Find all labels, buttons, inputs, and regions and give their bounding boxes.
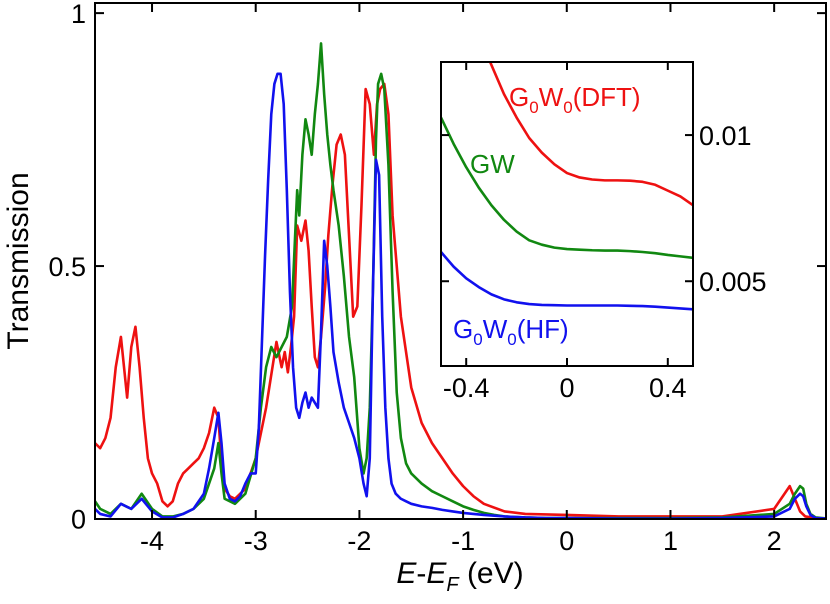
inset-series-gw [441, 116, 693, 260]
x-label-e: E [396, 557, 417, 590]
legend-gw: GW [470, 149, 515, 179]
y-tick-label: 0.5 [48, 252, 86, 282]
legend-g0w0-dft: G0W0(DFT) [509, 82, 641, 117]
x-tick-label: 2 [767, 526, 782, 556]
main-series-group [95, 42, 826, 519]
inset-series-group [441, 62, 693, 311]
legend-g0w0-hf: G0W0(HF) [453, 314, 569, 349]
x-label-ef: E [426, 557, 447, 590]
x-tick-label: -4 [140, 526, 164, 556]
series-g0w0-dft [95, 82, 826, 519]
y-tick-label: 1 [71, 0, 86, 29]
x-tick-label: 1 [663, 526, 678, 556]
inset-series-g0w0-dft [488, 62, 693, 207]
inset-axes: -0.4 0 0.4 0.005 0.01 [440, 61, 767, 403]
x-tick-label: -1 [451, 526, 475, 556]
inset-x-tick-label: 0.4 [649, 373, 687, 403]
inset-legend: G0W0(DFT) GW G0W0(HF) [453, 82, 641, 349]
inset-y-tick-label: 0.01 [699, 121, 752, 151]
plot-frame [94, 2, 827, 520]
inset-x-tick-label: 0 [559, 373, 574, 403]
x-label-dash: - [416, 557, 426, 590]
inset-x-tick-label: -0.4 [443, 373, 490, 403]
y-tick-label: 0 [71, 505, 86, 535]
x-tick-label: 0 [559, 526, 574, 556]
inset-series-g0w0-hf [441, 250, 693, 311]
x-tick-label: -3 [244, 526, 268, 556]
inset-background [441, 62, 693, 366]
main-axes: -4 -3 -2 -1 0 1 2 0 0.5 1 [48, 0, 827, 556]
x-axis-label: E-EF (eV) [396, 557, 523, 596]
y-axis-label: Transmission [2, 172, 35, 349]
x-label-sub-f: F [446, 574, 460, 596]
inset-y-tick-label: 0.005 [699, 267, 767, 297]
x-label-unit: (eV) [459, 557, 524, 590]
series-g0w0-hf [95, 72, 826, 519]
x-tick-label: -2 [347, 526, 371, 556]
